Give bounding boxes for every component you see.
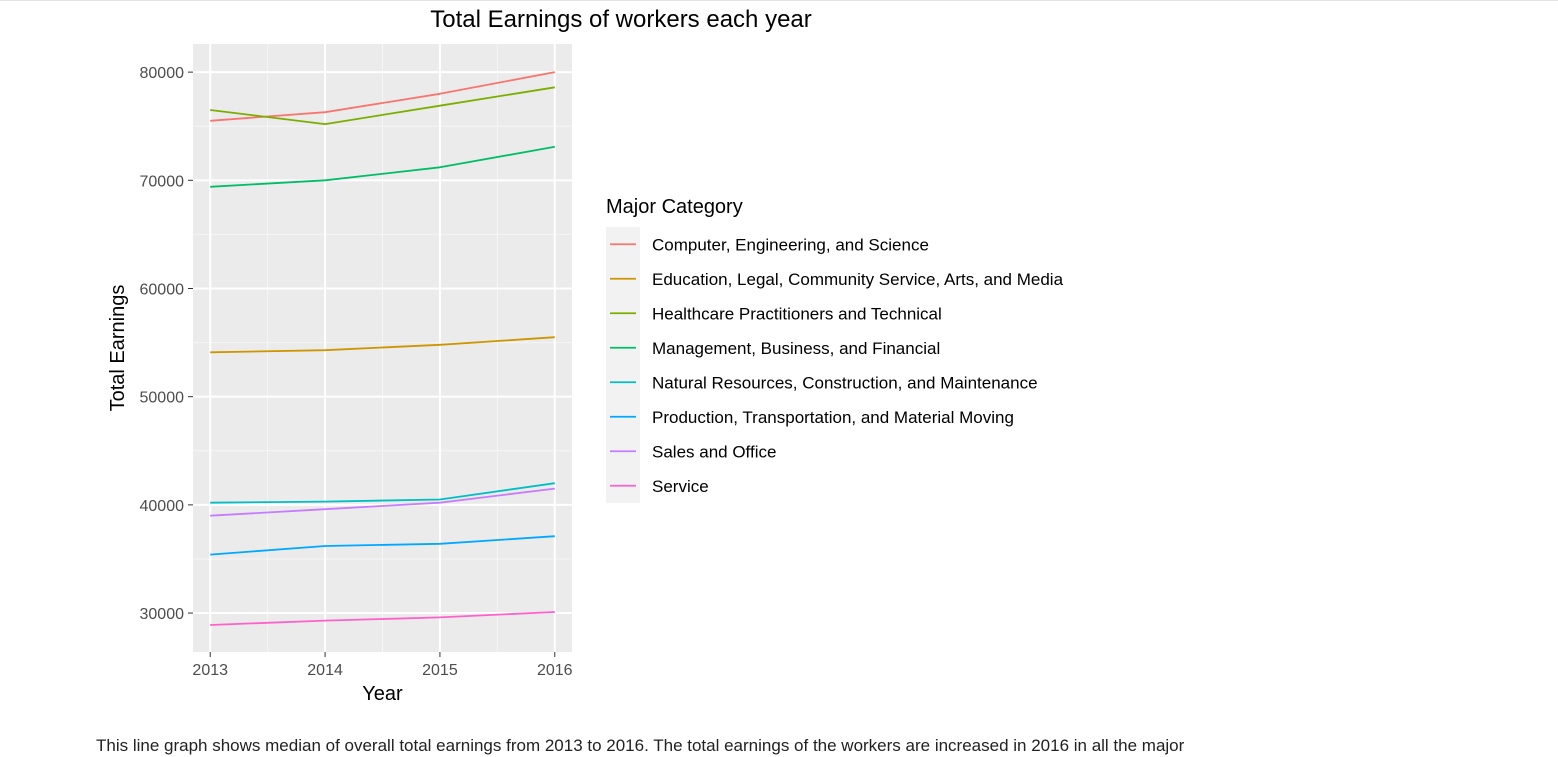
y-axis: 30000 40000 50000 60000 70000 80000 xyxy=(140,65,193,623)
legend-label: Natural Resources, Construction, and Mai… xyxy=(652,373,1038,392)
y-tick-label: 30000 xyxy=(140,606,185,623)
x-axis: 2013 2014 2015 2016 xyxy=(192,652,573,679)
y-tick-label: 80000 xyxy=(140,65,185,82)
series-line xyxy=(210,611,555,626)
y-tick-label: 40000 xyxy=(140,498,185,515)
series-line xyxy=(210,487,555,517)
y-tick-label: 60000 xyxy=(140,281,185,298)
chart-title: Total Earnings of workers each year xyxy=(430,6,812,33)
series-line xyxy=(210,535,555,556)
chart-caption: This line graph shows median of overall … xyxy=(96,736,1185,755)
series-line xyxy=(210,86,555,125)
y-axis-label: Total Earnings xyxy=(107,285,129,412)
legend-label: Management, Business, and Financial xyxy=(652,339,940,358)
legend-title: Major Category xyxy=(606,196,743,218)
legend-key-background xyxy=(606,227,640,503)
x-tick-label: 2014 xyxy=(307,662,343,679)
legend-label: Service xyxy=(652,477,709,496)
legend-label: Production, Transportation, and Material… xyxy=(652,408,1014,427)
line-chart: Total Earnings of workers each year 3000… xyxy=(107,6,1064,705)
legend-items: Computer, Engineering, and Science Educat… xyxy=(610,235,1064,496)
grid-major xyxy=(193,44,572,652)
legend-label: Computer, Engineering, and Science xyxy=(652,235,929,254)
y-tick-label: 50000 xyxy=(140,390,185,407)
series-line xyxy=(210,336,555,354)
x-tick-label: 2016 xyxy=(537,662,573,679)
series-line xyxy=(210,482,555,504)
series-lines xyxy=(210,71,555,626)
x-axis-label: Year xyxy=(362,683,403,705)
y-tick-label: 70000 xyxy=(140,173,185,190)
series-line xyxy=(210,145,555,188)
top-divider xyxy=(0,0,1558,1)
legend-label: Sales and Office xyxy=(652,442,776,461)
x-tick-label: 2013 xyxy=(192,662,228,679)
x-tick-label: 2015 xyxy=(422,662,458,679)
legend-label: Healthcare Practitioners and Technical xyxy=(652,304,942,323)
legend-label: Education, Legal, Community Service, Art… xyxy=(652,270,1064,289)
legend: Major Category Computer, Engineering, an… xyxy=(606,196,1064,503)
